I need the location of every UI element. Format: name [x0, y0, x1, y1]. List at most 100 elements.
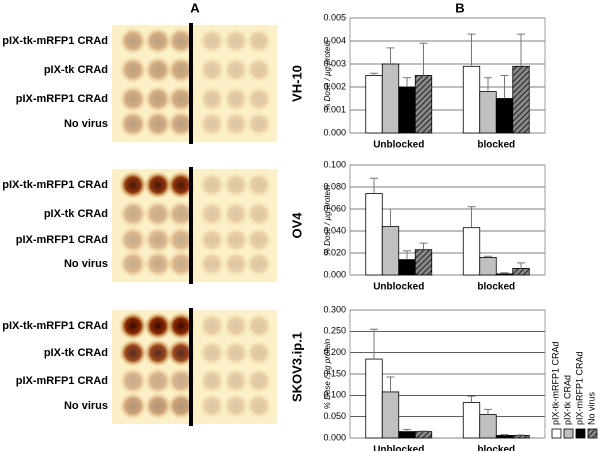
- uptake-spot: [167, 85, 195, 113]
- error-bar: [484, 77, 492, 92]
- uptake-spot: [246, 340, 272, 366]
- row-label: pIX-tk CRAd: [44, 347, 108, 359]
- uptake-spot: [144, 250, 172, 278]
- legend-label: pIX-tk CRAd: [562, 375, 572, 425]
- uptake-spot: [246, 111, 272, 137]
- uptake-spot: [119, 56, 147, 84]
- y-tick-label: 0.000: [323, 127, 346, 137]
- y-tick-label: 0.040: [323, 225, 346, 235]
- bar: [381, 63, 400, 134]
- uptake-spot: [246, 57, 272, 83]
- uptake-spot: [144, 27, 172, 55]
- legend-label: No virus: [586, 391, 596, 425]
- error-bar: [386, 47, 395, 64]
- uptake-spot: [246, 227, 272, 253]
- uptake-spot: [167, 339, 195, 367]
- uptake-spot: [199, 393, 225, 419]
- uptake-spot: [167, 312, 195, 340]
- error-bar: [419, 242, 428, 250]
- uptake-spot: [223, 57, 249, 83]
- y-tick-label: 0.000: [323, 269, 346, 279]
- bar: [479, 256, 497, 276]
- legend-label: pIX-tk-mRFP1 CRAd: [550, 341, 560, 425]
- uptake-spot: [223, 393, 249, 419]
- uptake-spot: [144, 56, 172, 84]
- uptake-spot: [246, 251, 272, 277]
- bar: [398, 259, 416, 276]
- uptake-spot: [119, 250, 147, 278]
- y-tick-label: 0.000: [323, 432, 346, 442]
- bar: [414, 431, 433, 439]
- error-bar: [403, 428, 411, 432]
- panel-label: A: [190, 0, 200, 15]
- uptake-spot: [167, 110, 195, 138]
- uptake-spot: [167, 367, 195, 395]
- bar: [495, 98, 514, 134]
- bar: [414, 75, 433, 134]
- uptake-spot: [119, 339, 147, 367]
- row-label: No virus: [64, 258, 108, 270]
- error-bar: [500, 434, 509, 436]
- y-tick-label: 0.100: [323, 159, 346, 169]
- y-axis-label: % Dose / µg protein: [323, 184, 332, 255]
- uptake-spot: [119, 27, 147, 55]
- uptake-spot: [199, 201, 225, 227]
- uptake-spot: [223, 201, 249, 227]
- uptake-spot: [223, 172, 249, 198]
- uptake-spot: [223, 111, 249, 137]
- uptake-spot: [167, 171, 195, 199]
- row-label: No virus: [64, 118, 108, 130]
- uptake-spot: [119, 200, 147, 228]
- divider: [189, 167, 193, 284]
- bar: [365, 358, 383, 439]
- uptake-spot: [167, 27, 195, 55]
- legend-swatch: [551, 428, 562, 439]
- y-tick-label: 0.020: [323, 247, 346, 257]
- row-label: pIX-tk-mRFP1 CRAd: [2, 320, 108, 332]
- legend-swatch: [575, 428, 586, 439]
- uptake-spot: [199, 227, 225, 253]
- y-tick-label: 0.001: [323, 104, 346, 114]
- bar: [365, 75, 383, 134]
- uptake-spot: [144, 339, 172, 367]
- uptake-spot: [144, 85, 172, 113]
- bar: [462, 65, 481, 134]
- panel-label: B: [455, 0, 464, 15]
- uptake-spot: [199, 57, 225, 83]
- row-label: pIX-mRFP1 CRAd: [16, 93, 108, 105]
- uptake-spot: [223, 28, 249, 54]
- bar: [398, 431, 416, 439]
- error-bar: [517, 33, 525, 67]
- uptake-spot: [246, 368, 272, 394]
- uptake-spot: [223, 368, 249, 394]
- row-label: No virus: [64, 400, 108, 412]
- y-tick-label: 0.002: [323, 81, 346, 91]
- uptake-spot: [167, 250, 195, 278]
- y-tick-label: 0.150: [323, 368, 346, 378]
- error-bar: [370, 328, 378, 360]
- bar: [479, 414, 497, 439]
- y-tick-label: 0.300: [323, 304, 346, 314]
- error-bar: [403, 77, 411, 87]
- uptake-spot: [223, 227, 249, 253]
- divider: [189, 308, 193, 426]
- y-tick-label: 0.003: [323, 58, 346, 68]
- bar: [414, 249, 433, 276]
- error-bar: [403, 250, 411, 260]
- error-bar: [386, 208, 395, 227]
- bar: [381, 226, 400, 276]
- x-tick-label: Unblocked: [373, 140, 424, 151]
- bar: [512, 267, 530, 276]
- bar: [462, 227, 481, 276]
- uptake-spot: [119, 226, 147, 254]
- uptake-spot: [144, 367, 172, 395]
- divider: [189, 23, 193, 144]
- legend-label: pIX-mRFP1 CRAd: [574, 351, 584, 425]
- error-bar: [484, 408, 492, 415]
- error-bar: [517, 262, 525, 269]
- bar: [495, 273, 514, 276]
- uptake-spot: [119, 85, 147, 113]
- row-label: pIX-tk CRAd: [44, 208, 108, 220]
- cell-line-label: OV4: [289, 212, 304, 239]
